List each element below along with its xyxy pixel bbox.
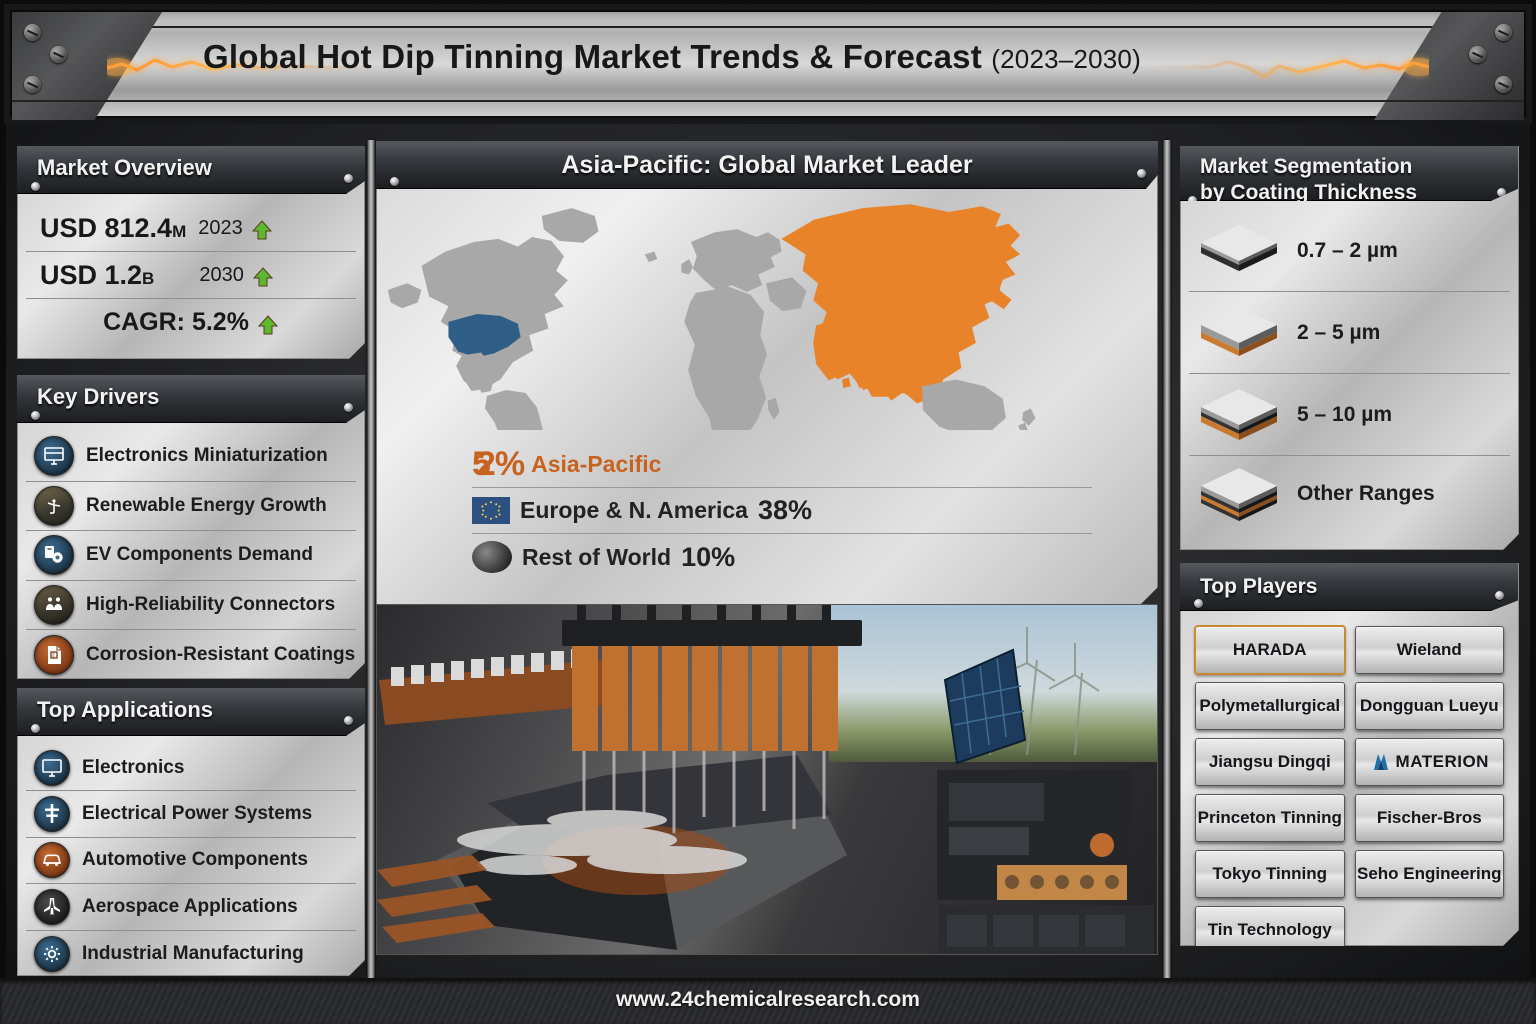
svg-text:Z: Z — [52, 653, 55, 658]
